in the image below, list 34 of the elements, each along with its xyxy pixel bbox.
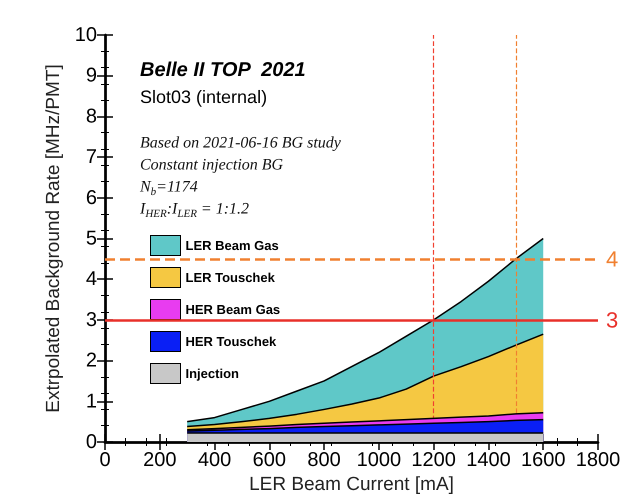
text: Belle II TOP 2021 (140, 59, 306, 81)
x-tick-label: 400 (198, 449, 232, 471)
y-tick-label: 1 (86, 390, 97, 412)
x-tick-label: 1200 (411, 449, 456, 471)
legend-label: LER Beam Gas (186, 238, 279, 253)
annotation: Constant injection BG (140, 156, 284, 174)
annotation: Based on 2021-06-16 BG study (140, 134, 342, 152)
y-tick-label: 0 (86, 431, 97, 453)
y-tick-label: 7 (86, 146, 97, 168)
legend-label: LER Touschek (186, 270, 276, 285)
legend-label: Injection (186, 366, 240, 381)
legend-label: HER Touschek (186, 334, 278, 349)
y-tick-label: 9 (86, 64, 97, 87)
ref-line-label: 4 (606, 246, 618, 272)
legend-label: HER Beam Gas (186, 302, 280, 317)
y-tick-label: 2 (86, 350, 97, 372)
y-tick-label: 10 (74, 24, 97, 46)
x-tick-label: 1000 (356, 449, 402, 471)
x-tick-label: 0 (99, 449, 111, 471)
y-tick-label: 5 (86, 228, 97, 250)
y-tick-label: 3 (86, 308, 97, 331)
ref-line-label: 3 (606, 307, 618, 332)
y-axis-title: Extrpolated Background Rate [MHz/PMT] (43, 64, 64, 413)
x-tick-label: 1400 (466, 449, 511, 471)
x-tick-label: 800 (307, 449, 341, 471)
x-tick-label: 1600 (520, 449, 566, 471)
y-tick-label: 6 (86, 186, 97, 209)
x-tick-label: 600 (252, 449, 286, 471)
y-tick-label: 4 (86, 268, 97, 290)
x-axis-title: LER Beam Current [mA] (249, 474, 454, 495)
y-tick-label: 8 (86, 105, 97, 128)
x-tick-label: 200 (143, 449, 176, 471)
text: Slot03 (internal) (140, 87, 268, 107)
x-tick-label: 1800 (576, 449, 620, 471)
